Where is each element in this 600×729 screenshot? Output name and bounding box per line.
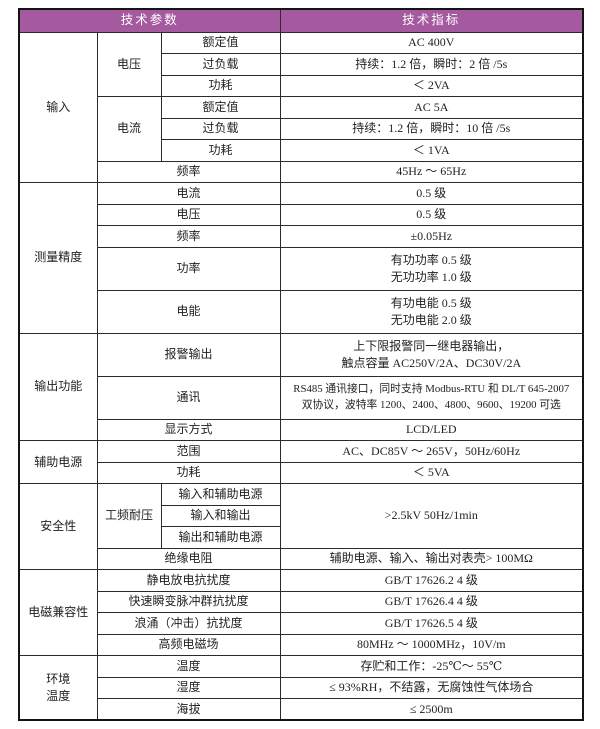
value-cell: AC 400V [279,31,584,54]
param-cell: 电流 [96,96,162,162]
value-cell: 持续：1.2 倍，瞬时：2 倍 /5s [279,53,584,76]
param-cell: 电能 [96,289,281,334]
table-row: 电能 有功电能 0.5 级 无功电能 2.0 级 [19,289,584,334]
table-row: 输出功能 报警输出 上下限报警同一继电器输出， 触点容量 AC250V/2A、DC3… [18,332,584,441]
table-row: 功耗＜ 2VA [19,74,584,97]
table-row: 显示方式 LCD/LED [19,418,584,441]
header-cell-parameters: 技术参数 [18,8,281,33]
value-cell: LCD/LED [279,418,584,441]
param-cell: 输入和输出 [160,504,281,527]
param-cell: 绝缘电阻 [96,547,281,570]
param-cell: 浪涌（冲击）抗扰度 [96,612,281,635]
param-cell: 输入和辅助电源 [160,483,281,506]
value-cell: GB/T 17626.4 4 级 [279,590,584,613]
param-cell: 过负载 [160,53,281,76]
param-cell: 电流 [96,182,281,205]
value-cell: 存贮和工作：-25℃～ 55℃ [279,655,584,678]
table-row: 快速瞬变脉冲群抗扰度 GB/T 17626.4 4 级 [19,590,584,613]
value-cell: 上下限报警同一继电器输出， 触点容量 AC250V/2A、DC30V/2A [279,332,584,377]
value-cell: AC 5A [279,96,584,119]
value-cell: 0.5 级 [279,182,584,205]
spec-table: 技术参数 技术指标 输入 电压 额定值 AC 400V 过负载 持续：1.2 倍，瞬时：2 倍… [18,8,585,721]
table-row: 安全性 工频耐压 输入和辅助电源 >2.5kV 50Hz/1min [18,483,584,570]
table-row: 频率 45Hz ～ 65Hz [19,160,584,183]
value-cell: 辅助电源、输入、输出对表壳> 100MΩ [279,547,584,570]
table-row: 海拔 ≤ 2500m [19,698,584,721]
table-row: 功率 有功功率 0.5 级 无功功率 1.0 级 [19,246,584,291]
table-row: 功耗＜ 5VA [19,461,584,484]
table-row: 环境 温度 温度 存贮和工作：-25℃～ 55℃ [18,655,584,721]
table-row: 测量精度 电流 0.5 级 [18,182,584,334]
param-cell: 快速瞬变脉冲群抗扰度 [96,590,281,613]
value-cell: ＜ 5VA [279,461,584,484]
param-cell: 报警输出 [96,332,281,377]
table-row: 辅助电源 范围 AC、DC85V ～ 265V，50Hz/60Hz [18,440,584,484]
value-cell: 有功电能 0.5 级 无功电能 2.0 级 [279,289,584,334]
section-label-cell: 环境 温度 [18,655,98,721]
value-cell: 0.5 级 [279,203,584,226]
param-cell: 海拔 [96,698,281,721]
param-cell: 温度 [96,655,281,678]
param-cell: 工频耐压 [96,483,162,549]
value-cell: ≤ 93%RH，不结露，无腐蚀性气体场合 [279,676,584,699]
param-cell: 频率 [96,225,281,248]
spec-table-body: 技术参数 技术指标 输入 电压 额定值 AC 400V 过负载 持续：1.2 倍，瞬时：2 倍… [18,8,584,721]
value-cell: >2.5kV 50Hz/1min [279,483,584,549]
param-cell: 功耗 [160,139,281,162]
param-cell: 额定值 [160,31,281,54]
param-cell: 功耗 [96,461,281,484]
table-row: 频率 ±0.05Hz [19,225,584,248]
value-cell: ≤ 2500m [279,698,584,721]
section-label-cell: 辅助电源 [18,440,98,484]
param-cell: 功耗 [160,74,281,97]
table-row: 电流 额定值 AC 5A [19,96,584,162]
value-cell: AC、DC85V ～ 265V，50Hz/60Hz [279,440,584,463]
param-cell: 频率 [96,160,281,183]
value-cell: RS485 通讯接口，同时支持 Modbus-RTU 和 DL/T 645-20… [279,375,584,420]
param-cell: 静电放电抗扰度 [96,569,281,592]
value-cell: GB/T 17626.5 4 级 [279,612,584,635]
table-row: 电磁兼容性 静电放电抗扰度 GB/T 17626.2 4 级 [18,569,584,656]
table-row: 通讯 RS485 通讯接口，同时支持 Modbus-RTU 和 DL/T 645-… [19,375,584,420]
table-row: 绝缘电阻 辅助电源、输入、输出对表壳> 100MΩ [19,547,584,570]
header-row: 技术参数 技术指标 [18,8,584,33]
table-row: 高频电磁场 80MHz ～ 1000MHz，10V/m [19,633,584,656]
param-cell: 额定值 [160,96,281,119]
table-row: 输入 电压 额定值 AC 400V [18,31,584,183]
section-label-cell: 电磁兼容性 [18,569,98,656]
table-row: 过负载 持续：1.2 倍，瞬时：10 倍 /5s [19,117,584,140]
value-cell: ＜ 1VA [279,139,584,162]
value-cell: 80MHz ～ 1000MHz，10V/m [279,633,584,656]
param-cell: 过负载 [160,117,281,140]
value-cell: 持续：1.2 倍，瞬时：10 倍 /5s [279,117,584,140]
table-row: 过负载 持续：1.2 倍，瞬时：2 倍 /5s [19,53,584,76]
table-row: 浪涌（冲击）抗扰度 GB/T 17626.5 4 级 [19,612,584,635]
header-cell-specs: 技术指标 [279,8,584,33]
param-cell: 输出和辅助电源 [160,526,281,549]
param-cell: 范围 [96,440,281,463]
section-label-cell: 测量精度 [18,182,98,334]
value-cell: ±0.05Hz [279,225,584,248]
param-cell: 通讯 [96,375,281,420]
table-row: 电压 0.5 级 [19,203,584,226]
section-label-cell: 输入 [18,31,98,183]
param-cell: 显示方式 [96,418,281,441]
param-cell: 湿度 [96,676,281,699]
value-cell: 有功功率 0.5 级 无功功率 1.0 级 [279,246,584,291]
value-cell: 45Hz ～ 65Hz [279,160,584,183]
table-row: 输入和输出 [19,504,583,527]
param-cell: 功率 [96,246,281,291]
param-cell: 电压 [96,203,281,226]
section-label-cell: 输出功能 [18,332,98,441]
table-row: 湿度 ≤ 93%RH，不结露，无腐蚀性气体场合 [19,676,584,699]
section-label-cell: 安全性 [18,483,98,570]
value-cell: GB/T 17626.2 4 级 [279,569,584,592]
value-cell: ＜ 2VA [279,74,584,97]
param-cell: 高频电磁场 [96,633,281,656]
param-cell: 电压 [96,31,162,97]
